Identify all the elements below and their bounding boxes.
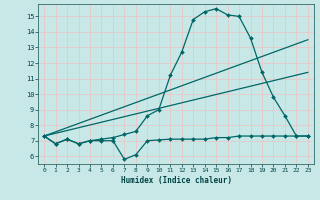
X-axis label: Humidex (Indice chaleur): Humidex (Indice chaleur) (121, 176, 231, 185)
